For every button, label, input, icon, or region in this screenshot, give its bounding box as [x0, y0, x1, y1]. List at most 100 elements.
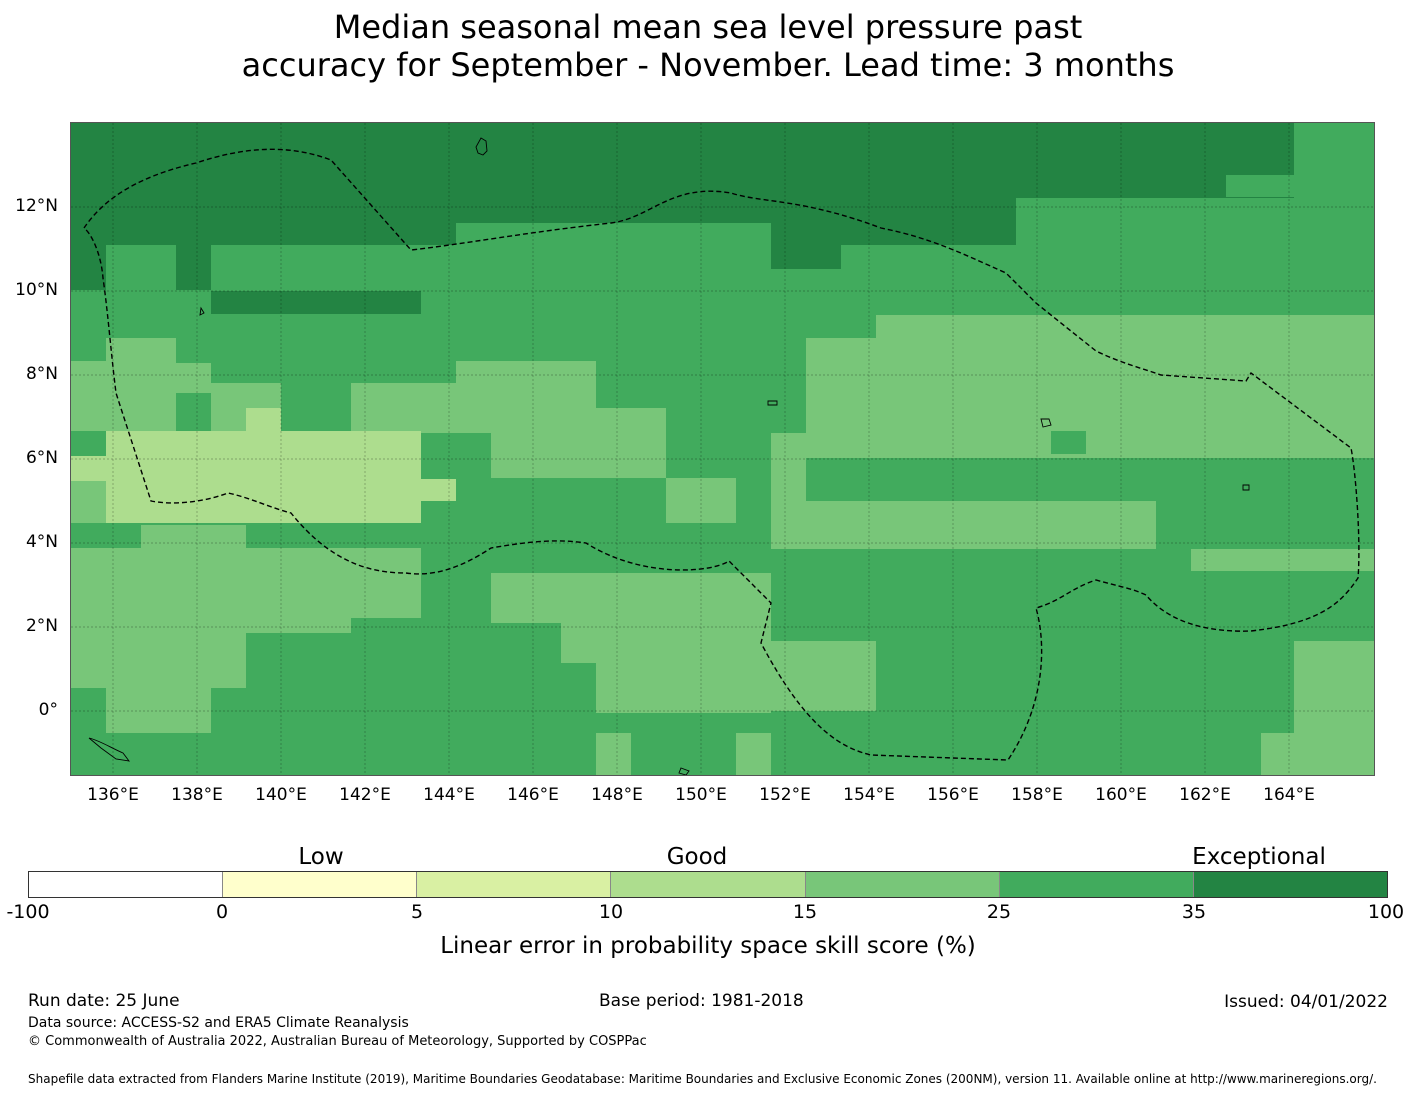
data-source: Data source: ACCESS-S2 and ERA5 Climate … — [28, 1015, 409, 1031]
region-15-25 — [736, 618, 771, 640]
region-exceptional — [176, 245, 211, 290]
colorbar-segment — [611, 872, 806, 897]
region-15-25 — [701, 501, 736, 523]
region-15-25 — [176, 363, 211, 393]
island-palau-outline — [88, 737, 131, 762]
shapefile-credit: Shapefile data extracted from Flanders M… — [28, 1072, 1377, 1086]
island-guam-outline — [475, 137, 488, 156]
lon-label-140e: 140°E — [255, 785, 307, 805]
region-15-25 — [106, 338, 176, 368]
island-chuuk-outline — [767, 400, 778, 406]
region-15-25 — [771, 641, 876, 711]
lon-label-162e: 162°E — [1179, 785, 1231, 805]
colorbar-segment — [223, 872, 418, 897]
colorbar-tick: 0 — [215, 901, 229, 923]
lon-label-164e: 164°E — [1263, 785, 1315, 805]
colorbar-category-good: Good — [666, 844, 728, 870]
title-line-2: accuracy for September - November. Lead … — [241, 46, 1175, 84]
map-cells — [71, 123, 1374, 775]
lon-label-144e: 144°E — [423, 785, 475, 805]
region-good — [141, 733, 281, 775]
colorbar-tick: 10 — [598, 901, 624, 923]
lat-label-4n: 4°N — [25, 532, 58, 552]
colorbar-tick: 15 — [792, 901, 818, 923]
lon-label-148e: 148°E — [591, 785, 643, 805]
lon-label-154e: 154°E — [843, 785, 895, 805]
region-15-25 — [351, 548, 421, 618]
issued-date: Issued: 04/01/2022 — [1224, 992, 1388, 1012]
region-15-25 — [246, 548, 351, 598]
island-pohnpei-outline — [1040, 418, 1052, 428]
colorbar-segment — [1193, 872, 1387, 897]
lat-label-0: 0° — [38, 700, 58, 720]
region-exceptional — [71, 123, 1294, 175]
base-period: Base period: 1981-2018 — [599, 991, 804, 1011]
island-kosrae-outline — [1242, 484, 1250, 491]
region-10-15 — [71, 481, 106, 523]
lon-label-142e: 142°E — [339, 785, 391, 805]
region-exceptional — [211, 291, 421, 314]
region-15-25 — [596, 573, 771, 713]
lon-label-150e: 150°E — [675, 785, 727, 805]
region-15-25 — [806, 338, 1374, 458]
colorbar-segment — [805, 872, 1000, 897]
colorbar-segment — [417, 872, 612, 897]
colorbar-tick: 35 — [1181, 901, 1207, 923]
colorbar — [28, 871, 1388, 898]
chart-title: Median seasonal mean sea level pressure … — [0, 8, 1416, 84]
lon-label-160e: 160°E — [1095, 785, 1147, 805]
colorbar-tick: 25 — [986, 901, 1012, 923]
region-10-15 — [351, 456, 421, 478]
run-date: Run date: 25 June — [28, 991, 180, 1011]
region-15-25 — [771, 501, 1156, 549]
region-good — [456, 223, 771, 245]
region-15-25 — [1261, 733, 1294, 775]
colorbar-label: Linear error in probability space skill … — [440, 933, 976, 959]
colorbar-category-low: Low — [298, 844, 344, 870]
lat-label-6n: 6°N — [25, 448, 58, 468]
colorbar-tick: -100 — [6, 901, 50, 923]
region-15-25 — [1294, 641, 1374, 775]
lon-label-156e: 156°E — [927, 785, 979, 805]
region-15-25 — [736, 733, 771, 775]
region-good — [106, 245, 176, 290]
copyright-notice: © Commonwealth of Australia 2022, Austra… — [28, 1034, 647, 1049]
lat-label-2n: 2°N — [25, 616, 58, 636]
title-line-1: Median seasonal mean sea level pressure … — [333, 8, 1083, 46]
region-15-25 — [596, 733, 631, 775]
region-exceptional — [71, 245, 106, 290]
lon-label-152e: 152°E — [759, 785, 811, 805]
region-15-25 — [631, 433, 666, 478]
skill-map — [71, 123, 1374, 775]
region-10-15 — [246, 408, 281, 433]
region-good — [71, 525, 141, 548]
region-exceptional — [771, 245, 841, 269]
eez-boundary-line — [83, 148, 1360, 761]
colorbar-tick: 5 — [410, 901, 424, 923]
region-15-25 — [876, 315, 1374, 345]
region-good — [1226, 175, 1294, 197]
lat-label-12n: 12°N — [15, 196, 58, 216]
lat-label-10n: 10°N — [15, 280, 58, 300]
region-good — [71, 688, 106, 775]
lat-label-8n: 8°N — [25, 364, 58, 384]
colorbar-tick: 100 — [1367, 901, 1405, 923]
skill-map-svg — [71, 123, 1374, 775]
region-good — [1016, 198, 1374, 245]
lon-label-136e: 136°E — [87, 785, 139, 805]
region-good — [1051, 431, 1086, 454]
lon-label-146e: 146°E — [507, 785, 559, 805]
colorbar-segment — [999, 872, 1194, 897]
region-10-15 — [421, 479, 456, 501]
island-north-png-outline — [678, 767, 690, 775]
map-gridlines — [71, 123, 1374, 775]
island-yap-outline — [199, 306, 205, 316]
region-15-25 — [71, 361, 176, 431]
eez-boundary — [83, 148, 1360, 761]
lon-label-158e: 158°E — [1011, 785, 1063, 805]
region-15-25 — [456, 361, 596, 411]
region-15-25 — [1191, 549, 1374, 571]
colorbar-segment — [29, 872, 224, 897]
colorbar-category-exceptional: Exceptional — [1192, 844, 1326, 870]
lon-label-138e: 138°E — [171, 785, 223, 805]
